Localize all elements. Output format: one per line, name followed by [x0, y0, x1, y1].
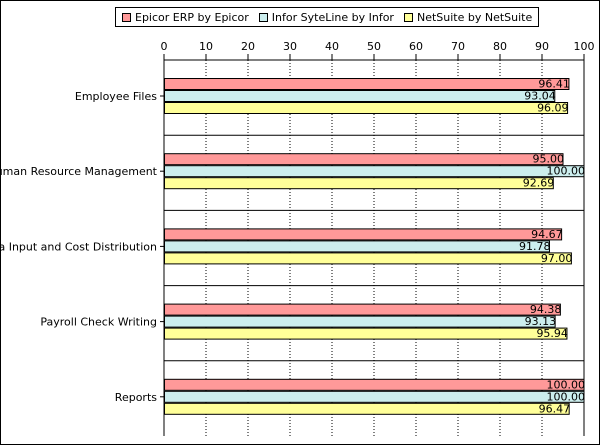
legend-swatch-infor — [258, 12, 268, 22]
bar — [164, 303, 561, 316]
bar-value-label: 96.41 — [538, 78, 570, 91]
bar-value-label: 95.94 — [536, 327, 568, 340]
category-label: Data Input and Cost Distribution — [0, 240, 157, 253]
bar — [164, 252, 572, 265]
category-label: Reports — [115, 391, 157, 404]
x-tick-label: 70 — [451, 40, 465, 53]
bar-value-label: 94.38 — [530, 303, 562, 316]
bar — [164, 240, 550, 253]
x-tick-label: 100 — [574, 40, 595, 53]
x-tick-label: 0 — [161, 40, 168, 53]
bar — [164, 153, 564, 166]
x-tick-label: 50 — [367, 40, 381, 53]
category-label: Payroll Check Writing — [40, 316, 157, 329]
x-tick-label: 90 — [535, 40, 549, 53]
bar — [164, 402, 570, 415]
x-tick-label: 20 — [241, 40, 255, 53]
bar — [164, 315, 556, 328]
bar — [164, 390, 585, 403]
x-tick-label: 80 — [493, 40, 507, 53]
bar — [164, 165, 585, 178]
bar-value-label: 94.67 — [531, 228, 563, 241]
legend-label-infor: Infor SyteLine by Infor — [271, 10, 394, 24]
x-tick-label: 10 — [199, 40, 213, 53]
legend-swatch-netsuite — [403, 12, 413, 22]
bar-value-label: 96.47 — [539, 402, 571, 415]
legend-item-infor: Infor SyteLine by Infor — [258, 10, 394, 24]
bar-value-label: 93.04 — [524, 90, 556, 103]
category-label: Employee Files — [75, 90, 157, 103]
x-tick-label: 60 — [409, 40, 423, 53]
legend-item-epicor: Epicor ERP by Epicor — [122, 11, 249, 24]
legend-item-netsuite: NetSuite by NetSuite — [403, 10, 533, 24]
bar — [164, 327, 568, 340]
bar-value-label: 92.69 — [523, 177, 555, 190]
bar — [164, 228, 563, 241]
bar — [164, 378, 585, 391]
legend-label-netsuite: NetSuite by NetSuite — [416, 10, 533, 24]
bar-value-label: 93.13 — [525, 315, 557, 328]
bar-value-label: 100.00 — [547, 390, 586, 403]
bar — [164, 102, 569, 114]
category-label: Human Resource Management — [0, 165, 158, 178]
bar — [164, 78, 570, 90]
x-tick-label: 30 — [283, 40, 297, 53]
bar-value-label: 95.00 — [533, 153, 565, 166]
bar — [164, 177, 554, 190]
bar-value-label: 100.00 — [547, 165, 586, 178]
bar-value-label: 91.78 — [519, 240, 551, 253]
bar-value-label: 97.00 — [541, 252, 573, 265]
chart-legend: Epicor ERP by Epicor Infor SyteLine by I… — [115, 7, 540, 27]
legend-label-epicor: Epicor ERP by Epicor — [135, 10, 249, 24]
x-tick-label: 40 — [325, 40, 339, 53]
bar-value-label: 96.09 — [537, 102, 569, 115]
bar-value-label: 100.00 — [547, 378, 586, 391]
bar — [164, 90, 556, 102]
legend-swatch-epicor — [122, 12, 131, 22]
